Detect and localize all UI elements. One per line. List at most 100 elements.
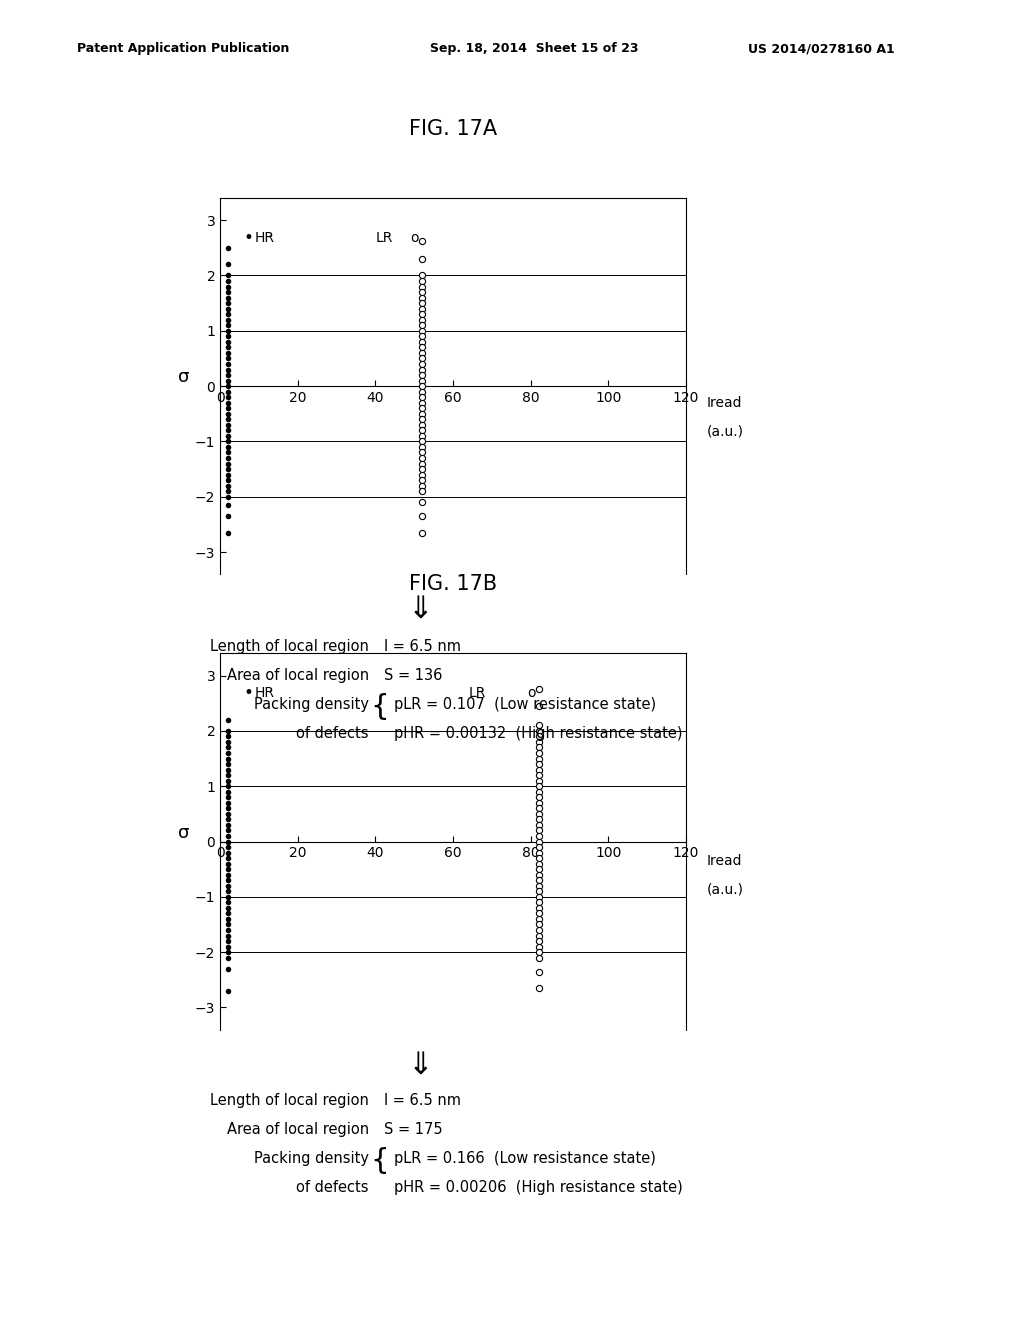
Text: Packing density: Packing density xyxy=(254,697,369,711)
Point xyxy=(220,342,237,363)
Text: LR: LR xyxy=(469,686,486,700)
Text: o: o xyxy=(411,231,419,244)
Point xyxy=(414,281,430,302)
Point xyxy=(220,486,237,507)
Point xyxy=(414,354,430,375)
Point xyxy=(414,298,430,319)
Point xyxy=(220,314,237,335)
Text: Iread: Iread xyxy=(707,396,742,409)
Point xyxy=(220,931,237,952)
Point xyxy=(220,495,237,516)
Point xyxy=(220,948,237,969)
Point xyxy=(530,742,547,763)
Point xyxy=(530,797,547,818)
Point xyxy=(530,886,547,907)
Point xyxy=(530,853,547,874)
Point xyxy=(220,376,237,397)
Point xyxy=(414,342,430,363)
Text: pHR = 0.00206  (High resistance state): pHR = 0.00206 (High resistance state) xyxy=(394,1180,683,1195)
Point xyxy=(530,759,547,780)
Point xyxy=(530,804,547,825)
Text: o: o xyxy=(527,686,536,700)
Point xyxy=(414,447,430,469)
Point xyxy=(220,842,237,863)
Point xyxy=(530,814,547,836)
Text: S = 175: S = 175 xyxy=(384,1122,442,1137)
Text: ⇓: ⇓ xyxy=(408,1051,433,1080)
Text: FIG. 17B: FIG. 17B xyxy=(409,574,498,594)
Point xyxy=(530,737,547,758)
Point xyxy=(414,364,430,385)
Point xyxy=(414,430,430,451)
Point xyxy=(530,948,547,969)
Point xyxy=(220,480,237,502)
Point xyxy=(220,880,237,902)
Text: of defects: of defects xyxy=(296,726,369,741)
Point xyxy=(220,825,237,846)
Point xyxy=(414,453,430,474)
Point xyxy=(414,403,430,424)
Point xyxy=(414,314,430,335)
Point xyxy=(414,359,430,380)
Point xyxy=(414,304,430,325)
Point xyxy=(414,309,430,330)
Point xyxy=(220,437,237,458)
Text: •: • xyxy=(244,684,253,702)
Point xyxy=(220,737,237,758)
Point xyxy=(220,331,237,352)
Point xyxy=(414,470,430,491)
Point xyxy=(530,847,547,869)
Point xyxy=(220,381,237,403)
Point xyxy=(414,442,430,463)
Text: Length of local region: Length of local region xyxy=(210,639,369,653)
Point xyxy=(220,886,237,907)
Point xyxy=(530,931,547,952)
Text: (a.u.): (a.u.) xyxy=(707,883,743,896)
Point xyxy=(220,776,237,797)
Point xyxy=(530,825,547,846)
Point xyxy=(220,286,237,308)
Text: Sep. 18, 2014  Sheet 15 of 23: Sep. 18, 2014 Sheet 15 of 23 xyxy=(430,42,639,55)
Point xyxy=(414,321,430,342)
Text: Packing density: Packing density xyxy=(254,1151,369,1166)
Point xyxy=(530,726,547,747)
Point xyxy=(220,523,237,544)
Point xyxy=(220,506,237,527)
Point xyxy=(220,958,237,979)
Point xyxy=(414,348,430,370)
Point xyxy=(414,370,430,391)
Point xyxy=(530,880,547,902)
Point xyxy=(220,425,237,446)
Point xyxy=(530,865,547,886)
Point xyxy=(414,420,430,441)
Point xyxy=(220,820,237,841)
Point xyxy=(414,392,430,413)
Point xyxy=(220,721,237,742)
Point xyxy=(220,359,237,380)
Y-axis label: σ: σ xyxy=(178,824,189,842)
Text: •: • xyxy=(244,228,253,247)
Point xyxy=(414,437,430,458)
Point xyxy=(530,754,547,775)
Point xyxy=(414,276,430,297)
Point xyxy=(220,414,237,436)
Point xyxy=(220,853,237,874)
Point xyxy=(530,925,547,946)
Point xyxy=(220,409,237,430)
Point xyxy=(414,409,430,430)
Point xyxy=(220,475,237,496)
Point xyxy=(220,981,237,1002)
Text: Area of local region: Area of local region xyxy=(226,668,369,682)
Point xyxy=(220,321,237,342)
Point xyxy=(220,403,237,424)
Text: S = 136: S = 136 xyxy=(384,668,442,682)
Point xyxy=(530,748,547,770)
Point xyxy=(220,392,237,413)
Point xyxy=(530,936,547,957)
Point xyxy=(220,870,237,891)
Point xyxy=(530,721,547,742)
Point xyxy=(530,731,547,752)
Point xyxy=(220,913,237,935)
Point xyxy=(530,820,547,841)
Text: HR: HR xyxy=(255,231,275,244)
